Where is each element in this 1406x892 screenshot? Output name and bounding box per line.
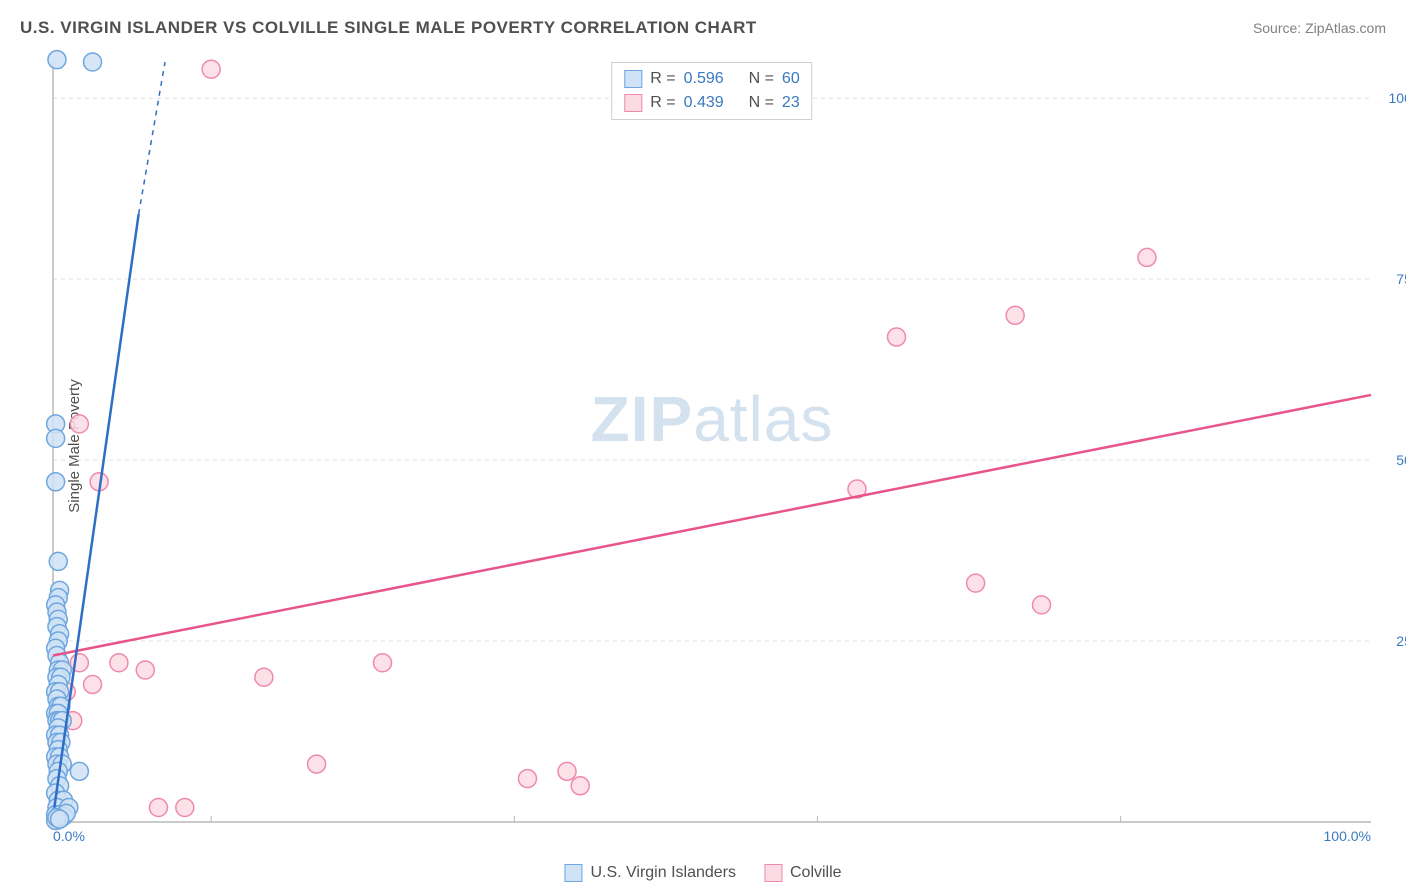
y-tick-label: 75.0% bbox=[1396, 271, 1406, 287]
correlation-legend: R = 0.596 N = 60 R = 0.439 N = 23 bbox=[611, 62, 812, 120]
source-label: Source: ZipAtlas.com bbox=[1253, 20, 1386, 36]
swatch-icon bbox=[624, 94, 642, 112]
y-tick-label: 50.0% bbox=[1396, 452, 1406, 468]
plot-area: ZIPatlas R = 0.596 N = 60 R = 0.439 N = … bbox=[53, 62, 1371, 822]
chart-title: U.S. VIRGIN ISLANDER VS COLVILLE SINGLE … bbox=[20, 18, 757, 38]
series-legend: U.S. Virgin Islanders Colville bbox=[564, 864, 841, 882]
legend-row-1: R = 0.439 N = 23 bbox=[624, 91, 799, 115]
scatter-chart bbox=[53, 62, 1371, 822]
x-tick-label: 0.0% bbox=[53, 828, 85, 844]
swatch-icon bbox=[624, 70, 642, 88]
legend-item-0: U.S. Virgin Islanders bbox=[564, 864, 736, 882]
legend-item-1: Colville bbox=[764, 864, 842, 882]
y-tick-label: 100.0% bbox=[1389, 90, 1406, 106]
x-tick-label: 100.0% bbox=[1324, 828, 1371, 844]
swatch-icon bbox=[564, 864, 582, 882]
swatch-icon bbox=[764, 864, 782, 882]
legend-row-0: R = 0.596 N = 60 bbox=[624, 67, 799, 91]
y-tick-label: 25.0% bbox=[1396, 633, 1406, 649]
